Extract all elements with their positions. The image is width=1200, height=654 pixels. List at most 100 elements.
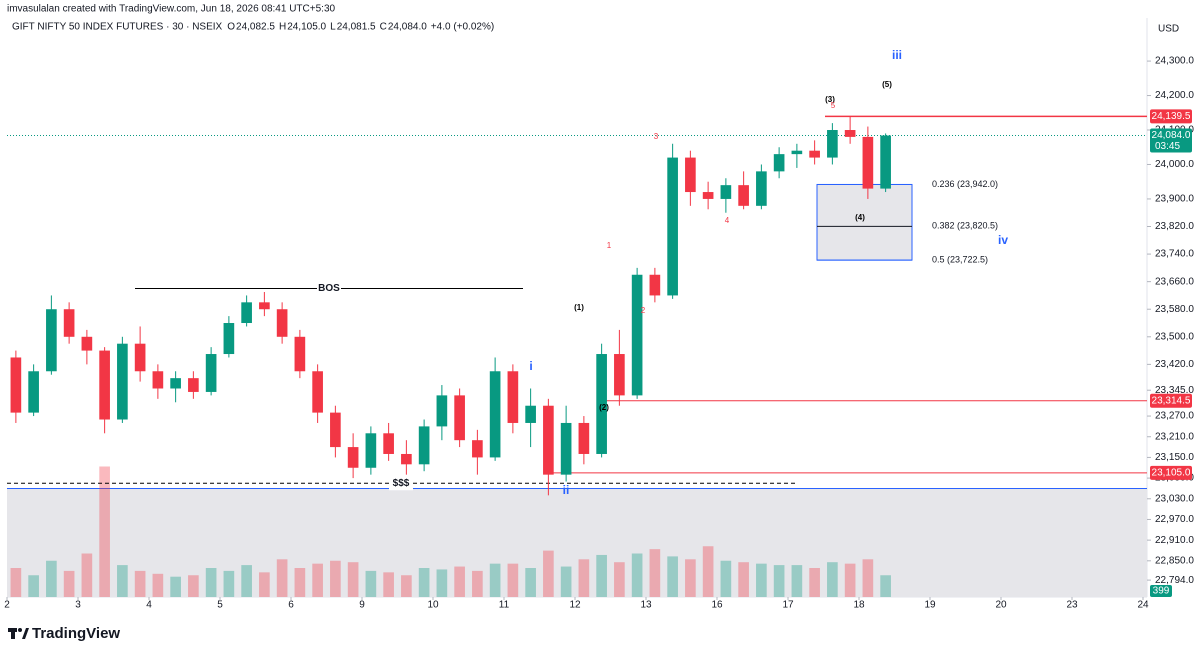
candle-body (489, 371, 501, 458)
candle-body (862, 136, 874, 189)
wave-label: (5) (882, 80, 892, 89)
x-tick-label: 11 (499, 600, 510, 611)
volume-bar (63, 570, 75, 597)
wave-label: (3) (825, 95, 835, 104)
y-tick-label: 23,900.0 (1155, 194, 1194, 205)
candle-body (596, 354, 607, 454)
logo (8, 628, 29, 639)
candle-body (667, 157, 678, 296)
fib-label: 0.382 (23,820.5) (932, 221, 998, 231)
volume-bar (827, 562, 838, 597)
ohlc-key: O (227, 22, 235, 33)
candle-body (347, 447, 359, 468)
volume-bar (472, 570, 483, 597)
x-tick-label: 2 (4, 600, 10, 611)
candle-body (507, 371, 519, 423)
volume-bar (241, 565, 252, 597)
y-tick-label: 23,420.0 (1155, 359, 1194, 370)
volume-bar (738, 562, 749, 597)
x-tick-label: 18 (853, 600, 865, 611)
volume-bar (489, 563, 501, 597)
x-tick-label: 12 (569, 600, 581, 611)
symbol-title: GIFT NIFTY 50 INDEX FUTURES · 30 · NSEIX (12, 22, 223, 33)
candle-body (276, 309, 288, 337)
y-tick-label: 24,300.0 (1155, 56, 1194, 67)
volume-bar (791, 565, 803, 597)
x-tick-label: 3 (75, 600, 81, 611)
volume-bar (667, 556, 678, 597)
volume-bar (702, 546, 714, 597)
volume-bar (596, 554, 607, 597)
x-tick-label: 4 (146, 600, 152, 611)
candle-body (401, 453, 412, 465)
candle-body (330, 412, 341, 448)
candle-body (10, 357, 22, 413)
level-tag-bg (1150, 465, 1192, 480)
volume-bar (436, 569, 448, 597)
level-tag: 23,314.5 (1152, 395, 1191, 406)
volume-bar (28, 575, 39, 597)
y-tick-label: 23,500.0 (1155, 331, 1194, 342)
volume-bar (631, 553, 643, 597)
candle-body (809, 150, 820, 158)
wave-label: (1) (574, 303, 584, 312)
ohlc-value: 24,081.5 (337, 22, 376, 33)
candle-body (773, 154, 785, 172)
level-tag-bg (1150, 109, 1192, 124)
wave-label: iv (998, 233, 1008, 247)
wave-label: ii (563, 483, 570, 497)
candle-body (738, 185, 749, 206)
wave-label: i (529, 359, 532, 373)
volume-bar (81, 553, 93, 597)
volume-bar (205, 568, 217, 597)
support-zone (7, 488, 1147, 597)
candle-body (844, 130, 856, 137)
volume-bar (649, 549, 661, 597)
volume-bar (312, 563, 323, 597)
annotation-label: BOS (318, 283, 340, 294)
candle-body (827, 130, 838, 158)
annotation-label-bg (389, 476, 413, 491)
x-tick-label: 19 (924, 600, 936, 611)
candle-body (702, 192, 714, 199)
ohlc-value: 24,084.0 (388, 22, 427, 33)
watermark: imvasulalan created with TradingView.com… (7, 4, 336, 15)
wave-label: iii (892, 48, 902, 62)
volume-bar (685, 559, 696, 597)
candle-body (99, 350, 110, 420)
candle-body (525, 405, 536, 423)
level-tag: 24,139.5 (1152, 111, 1191, 122)
candle-body (259, 302, 270, 310)
candle-body (418, 426, 430, 465)
x-tick-label: 13 (640, 600, 652, 611)
ohlc-key: C (380, 22, 387, 33)
y-tick-label: 23,270.0 (1155, 411, 1194, 422)
x-tick-label: 17 (782, 600, 794, 611)
fib-label: 0.5 (23,722.5) (932, 254, 988, 264)
y-tick-label: 23,660.0 (1155, 276, 1194, 287)
candle-body (63, 309, 75, 337)
candle-body (294, 336, 306, 372)
x-tick-label: 6 (288, 600, 294, 611)
x-tick-label: 24 (1137, 600, 1149, 611)
fib-label: 0.236 (23,942.0) (932, 179, 998, 189)
candle-body (791, 150, 803, 155)
candle-body (685, 157, 696, 193)
volume-bar (756, 563, 767, 597)
volume-bar (46, 560, 57, 597)
level-tag-bg (1150, 393, 1192, 408)
volume-bar (223, 570, 235, 597)
change: +4.0 (+0.02%) (431, 22, 494, 33)
volume-bar (525, 568, 536, 597)
wave-label: 2 (641, 306, 646, 315)
y-tick-label: 24,200.0 (1155, 90, 1194, 101)
volume-bar (276, 559, 288, 597)
candle-body (170, 378, 181, 389)
candle-body (383, 433, 394, 454)
candle-body (188, 378, 199, 392)
wave-label: 1 (607, 241, 612, 250)
volume-bar (773, 565, 785, 597)
ohlc-value: 24,105.0 (287, 22, 326, 33)
level-tag: 23,105.0 (1152, 468, 1191, 479)
x-tick-label: 5 (217, 600, 223, 611)
